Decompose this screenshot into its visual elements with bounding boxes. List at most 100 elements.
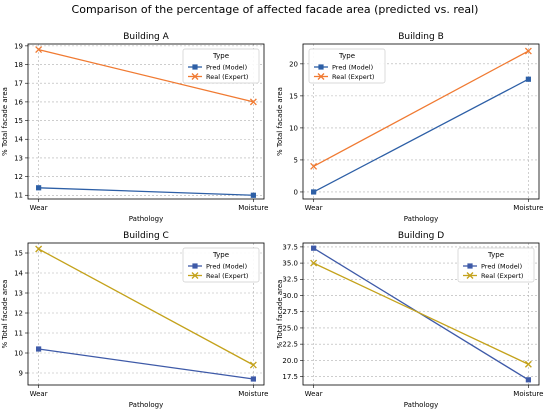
series-line-1: [313, 78, 529, 193]
legend-marker: [317, 73, 325, 80]
legend-box: [182, 48, 260, 84]
plot-frame: [27, 43, 265, 200]
subplot-title: Building A: [123, 32, 169, 42]
legend-marker: [191, 272, 199, 279]
y-tick-label: 22.5: [282, 341, 298, 349]
y-tick-label: 20: [289, 60, 298, 68]
series-line-2: [313, 50, 529, 167]
legend-title: Type: [338, 52, 355, 60]
legend-label: Real (Expert): [481, 272, 523, 280]
legend: Type Pred (Model) Real (Expert): [457, 247, 535, 283]
plot-frame: [302, 43, 540, 200]
data-point: [311, 245, 317, 251]
y-tick-label: 10: [14, 349, 23, 357]
legend-marker: [192, 263, 198, 269]
legend-marker: [467, 263, 473, 269]
y-tick-label: 35.0: [282, 260, 298, 268]
figure-title: Comparison of the percentage of affected…: [71, 3, 479, 16]
y-tick-label: 12: [14, 309, 23, 317]
subplot-title: Building C: [123, 231, 169, 241]
data-point: [525, 76, 531, 82]
subplot-2: Building B 0 5 10 15 20 Wear Moisture Pathology%…: [276, 32, 543, 223]
data-point: [250, 192, 256, 198]
y-tick-label: 12: [14, 173, 23, 181]
subplot-title: Building B: [398, 32, 444, 42]
legend-title: Type: [212, 251, 229, 259]
legend-label: Pred (Model): [206, 262, 247, 270]
data-point: [525, 377, 531, 383]
data-point: [310, 259, 318, 267]
x-tick-label: Wear: [305, 204, 323, 212]
x-axis-label: Pathology: [404, 401, 438, 409]
data-point: [36, 346, 42, 352]
legend-label: Pred (Model): [481, 262, 522, 270]
series-line-2: [38, 48, 254, 103]
x-tick-label: Wear: [305, 390, 323, 398]
x-tick-label: Moisture: [513, 390, 543, 398]
legend-marker: [466, 272, 474, 279]
legend-box: [308, 48, 386, 84]
x-axis-label: Pathology: [129, 215, 163, 223]
y-tick-label: 17: [14, 80, 23, 88]
y-tick-label: 13: [14, 289, 23, 297]
x-tick-label: Wear: [30, 204, 48, 212]
legend-title: Type: [487, 251, 504, 259]
data-point: [310, 162, 318, 170]
y-tick-label: 15: [289, 92, 298, 100]
y-tick-label: 16: [14, 98, 23, 106]
x-axis-label: Pathology: [404, 215, 438, 223]
y-tick-label: 0: [294, 188, 298, 196]
y-tick-label: 10: [289, 124, 298, 132]
subplot-title: Building D: [398, 231, 444, 241]
y-tick-label: 32.5: [282, 276, 298, 284]
y-tick-label: 5: [294, 156, 298, 164]
series-line-1: [38, 348, 254, 380]
legend: Type Pred (Model) Real (Expert): [308, 48, 386, 84]
data-point: [250, 376, 256, 382]
plot-frame: [27, 242, 265, 386]
legend-label: Pred (Model): [332, 63, 373, 71]
legend: Type Pred (Model) Real (Expert): [182, 247, 260, 283]
x-tick-label: Wear: [30, 390, 48, 398]
subplot-3: Building C 9 10 11 12 13 14 15 Wear Moisture Patho…: [1, 231, 268, 409]
y-tick-label: 14: [14, 269, 23, 277]
legend-title: Type: [212, 52, 229, 60]
y-tick-label: 14: [14, 136, 23, 144]
y-tick-label: 27.5: [282, 308, 298, 316]
data-point: [524, 47, 532, 55]
y-tick-label: 11: [14, 192, 23, 200]
subplot-4: Building D 17.5 20.0 22.5 25.0 27.5 30.0 32.5 35…: [276, 231, 543, 409]
y-tick-label: 20.0: [282, 357, 298, 365]
y-tick-label: 15: [14, 249, 23, 257]
data-point: [249, 98, 257, 106]
y-axis-label: % Total facade area: [276, 87, 284, 156]
y-axis-label: % Total facade area: [1, 280, 9, 349]
y-tick-label: 17.5: [282, 373, 298, 381]
y-tick-label: 19: [14, 42, 23, 50]
y-tick-label: 13: [14, 154, 23, 162]
legend-label: Pred (Model): [206, 63, 247, 71]
data-point: [311, 189, 317, 195]
y-axis-label: % Total facade area: [1, 87, 9, 156]
data-point: [35, 245, 43, 253]
plot-frame: [302, 242, 540, 386]
legend: Type Pred (Model) Real (Expert): [182, 48, 260, 84]
x-axis-label: Pathology: [129, 401, 163, 409]
series-line-1: [38, 187, 254, 196]
subplot-1: Building A 11 12 13 14 15 16 17 18 19 Wear Moisture…: [1, 32, 268, 223]
y-tick-label: 37.5: [282, 243, 298, 251]
y-tick-label: 15: [14, 117, 23, 125]
data-point: [35, 46, 43, 54]
legend-marker: [318, 64, 324, 70]
y-tick-label: 30.0: [282, 292, 298, 300]
legend-label: Real (Expert): [206, 73, 248, 81]
series-line-2: [38, 248, 254, 366]
x-tick-label: Moisture: [238, 390, 268, 398]
legend-box: [182, 247, 260, 283]
data-point: [36, 185, 42, 191]
y-tick-label: 25.0: [282, 324, 298, 332]
legend-label: Real (Expert): [332, 73, 374, 81]
data-point: [249, 361, 257, 369]
y-tick-label: 9: [19, 369, 23, 377]
